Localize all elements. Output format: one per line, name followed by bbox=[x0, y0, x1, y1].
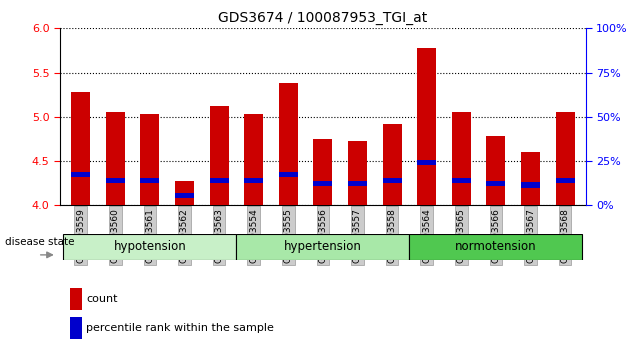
Bar bbox=[71, 92, 90, 205]
Bar bbox=[106, 113, 125, 205]
Text: disease state: disease state bbox=[5, 237, 74, 247]
Bar bbox=[417, 160, 436, 166]
Bar bbox=[278, 83, 298, 205]
Bar bbox=[71, 288, 82, 310]
Bar bbox=[175, 193, 194, 198]
Text: count: count bbox=[86, 294, 118, 304]
Bar bbox=[556, 113, 575, 205]
Bar bbox=[521, 152, 540, 205]
Text: normotension: normotension bbox=[455, 240, 537, 253]
Bar bbox=[382, 124, 401, 205]
Bar bbox=[410, 234, 583, 260]
Bar bbox=[244, 114, 263, 205]
Bar bbox=[348, 181, 367, 186]
Bar bbox=[486, 136, 505, 205]
Bar bbox=[313, 139, 333, 205]
Bar bbox=[452, 113, 471, 205]
Bar bbox=[382, 178, 401, 183]
Bar bbox=[210, 178, 229, 183]
Bar bbox=[313, 181, 333, 186]
Bar bbox=[244, 178, 263, 183]
Bar bbox=[63, 234, 236, 260]
Text: hypotension: hypotension bbox=[113, 240, 186, 253]
Bar bbox=[71, 317, 82, 339]
Text: hypertension: hypertension bbox=[284, 240, 362, 253]
Title: GDS3674 / 100087953_TGI_at: GDS3674 / 100087953_TGI_at bbox=[218, 11, 428, 24]
Bar bbox=[278, 172, 298, 177]
Bar bbox=[140, 178, 159, 183]
Bar bbox=[140, 114, 159, 205]
Text: percentile rank within the sample: percentile rank within the sample bbox=[86, 323, 274, 333]
Bar bbox=[71, 172, 90, 177]
Bar bbox=[521, 182, 540, 188]
Bar bbox=[556, 178, 575, 183]
Bar bbox=[417, 48, 436, 205]
Bar bbox=[486, 181, 505, 186]
Bar bbox=[175, 181, 194, 205]
Bar bbox=[210, 106, 229, 205]
Bar bbox=[236, 234, 410, 260]
Bar bbox=[348, 141, 367, 205]
Bar bbox=[452, 178, 471, 183]
Bar bbox=[106, 178, 125, 183]
